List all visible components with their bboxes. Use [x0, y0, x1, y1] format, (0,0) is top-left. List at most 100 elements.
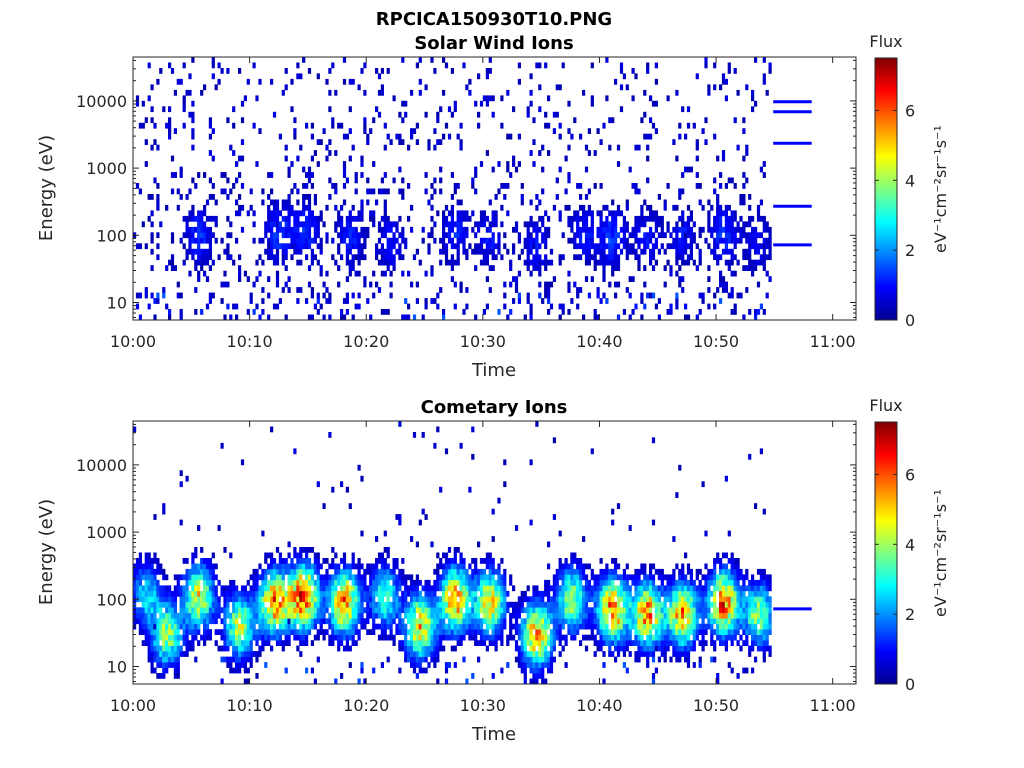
- heatmap-cell: [185, 194, 189, 200]
- heatmap-cell: [357, 612, 361, 619]
- heatmap-cell: [275, 596, 280, 603]
- heatmap-cell: [564, 204, 568, 211]
- heatmap-cell: [217, 78, 221, 85]
- heatmap-cell: [240, 629, 245, 635]
- heatmap-cell: [316, 618, 320, 625]
- heatmap-cell: [159, 596, 163, 603]
- heatmap-cell: [593, 183, 597, 189]
- heatmap-cell: [182, 596, 186, 603]
- heatmap-cell: [185, 618, 189, 625]
- heatmap-cell: [660, 651, 664, 657]
- heatmap-cell: [506, 183, 510, 189]
- heatmap-cell: [357, 270, 361, 277]
- heatmap-cell: [436, 601, 440, 608]
- heatmap-cell: [310, 601, 314, 608]
- heatmap-cell: [238, 640, 242, 646]
- heatmap-cell: [433, 640, 437, 646]
- heatmap-cell: [299, 640, 303, 646]
- heatmap-cell: [337, 221, 341, 228]
- heatmap-cell: [762, 259, 766, 266]
- heatmap-cell: [418, 667, 422, 674]
- heatmap-cell: [144, 568, 148, 575]
- heatmap-cell: [229, 667, 233, 674]
- heatmap-cell: [587, 585, 591, 592]
- heatmap-cell: [721, 78, 726, 85]
- heatmap-cell: [657, 221, 661, 228]
- heatmap-cell: [302, 210, 306, 217]
- heatmap-cell: [156, 651, 160, 657]
- heatmap-cell: [584, 254, 589, 261]
- heatmap-cell: [491, 243, 495, 250]
- heatmap-cell: [375, 281, 379, 288]
- heatmap-cell: [377, 601, 382, 608]
- heatmap-cell: [719, 276, 723, 282]
- heatmap-cell: [532, 678, 536, 684]
- heatmap-cell: [305, 590, 309, 597]
- heatmap-cell: [331, 596, 335, 603]
- heatmap-cell: [217, 579, 221, 586]
- heatmap-cell: [342, 579, 347, 586]
- heatmap-cell: [153, 629, 157, 635]
- heatmap-cell: [150, 568, 154, 575]
- heatmap-cell: [561, 601, 565, 608]
- heatmap-cell: [547, 259, 551, 266]
- heatmap-cell: [450, 558, 454, 564]
- heatmap-cell: [704, 62, 708, 69]
- heatmap-cell: [506, 161, 510, 167]
- heatmap-cell: [290, 623, 294, 630]
- heatmap-cell: [634, 623, 638, 630]
- heatmap-cell: [675, 640, 679, 646]
- heatmap-cell: [567, 596, 571, 603]
- heatmap-cell: [509, 634, 513, 641]
- heatmap-cell: [497, 634, 501, 641]
- heatmap-cell: [614, 265, 618, 271]
- heatmap-cell: [287, 552, 291, 559]
- heatmap-cell: [205, 568, 210, 575]
- heatmap-cell: [433, 645, 437, 652]
- heatmap-cell: [605, 579, 609, 586]
- heatmap-cell: [340, 596, 344, 603]
- heatmap-cell: [203, 226, 207, 233]
- heatmap-cell: [299, 210, 303, 217]
- heatmap-cell: [150, 563, 154, 570]
- heatmap-cell: [375, 68, 379, 74]
- heatmap-cell: [637, 590, 641, 597]
- heatmap-cell: [646, 618, 650, 625]
- heatmap-cell: [474, 563, 478, 570]
- heatmap-cell: [442, 623, 446, 630]
- heatmap-cell: [742, 232, 746, 239]
- heatmap-cell: [232, 607, 236, 614]
- heatmap-cell: [649, 292, 653, 299]
- heatmap-cell: [264, 662, 268, 668]
- heatmap-cell: [133, 563, 137, 570]
- heatmap-cell: [640, 651, 644, 657]
- heatmap-cell: [354, 270, 358, 277]
- heatmap-cell: [625, 563, 629, 570]
- heatmap-cell: [430, 270, 434, 277]
- heatmap-cell: [643, 629, 647, 635]
- heatmap-cell: [135, 590, 140, 597]
- heatmap-cell: [401, 629, 405, 635]
- heatmap-cell: [474, 172, 478, 178]
- heatmap-cell: [255, 618, 259, 625]
- heatmap-cell: [302, 199, 306, 206]
- heatmap-cell: [322, 634, 326, 641]
- heatmap-cell: [765, 237, 769, 244]
- heatmap-cell: [299, 287, 303, 293]
- heatmap-cell: [351, 552, 355, 559]
- heatmap-cell: [299, 623, 303, 630]
- heatmap-cell: [211, 590, 215, 597]
- heatmap-cell: [526, 656, 530, 663]
- heatmap-cell: [214, 607, 218, 614]
- heatmap-cell: [153, 298, 157, 304]
- heatmap-cell: [625, 634, 629, 641]
- heatmap-cell: [310, 314, 314, 320]
- heatmap-cell: [485, 226, 489, 233]
- heatmap-cell: [345, 276, 349, 282]
- heatmap-cell: [462, 309, 466, 315]
- heatmap-cell: [459, 568, 463, 575]
- heatmap-cell: [284, 558, 288, 564]
- heatmap-cell: [302, 634, 306, 641]
- heatmap-cell: [191, 226, 195, 233]
- heatmap-cell: [284, 221, 288, 228]
